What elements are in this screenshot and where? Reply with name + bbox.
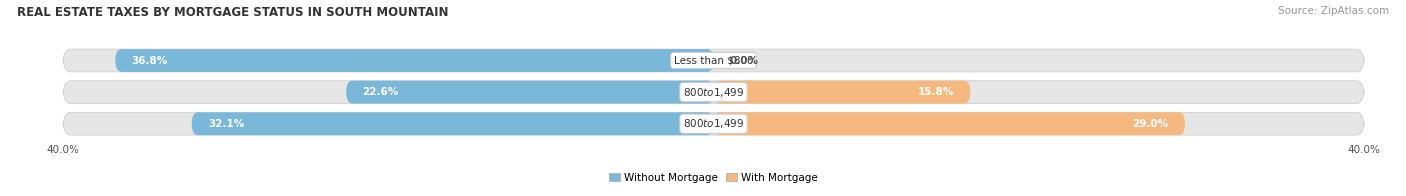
Legend: Without Mortgage, With Mortgage: Without Mortgage, With Mortgage: [606, 169, 821, 187]
FancyBboxPatch shape: [191, 112, 713, 135]
Text: 32.1%: 32.1%: [208, 119, 245, 129]
Text: 0.0%: 0.0%: [730, 55, 759, 65]
FancyBboxPatch shape: [346, 81, 713, 103]
Text: 36.8%: 36.8%: [132, 55, 167, 65]
Text: 29.0%: 29.0%: [1133, 119, 1168, 129]
FancyBboxPatch shape: [713, 81, 970, 103]
FancyBboxPatch shape: [63, 81, 1364, 103]
Text: 15.8%: 15.8%: [918, 87, 955, 97]
Text: $800 to $1,499: $800 to $1,499: [683, 86, 744, 99]
Text: $800 to $1,499: $800 to $1,499: [683, 117, 744, 130]
FancyBboxPatch shape: [63, 112, 1364, 135]
Text: REAL ESTATE TAXES BY MORTGAGE STATUS IN SOUTH MOUNTAIN: REAL ESTATE TAXES BY MORTGAGE STATUS IN …: [17, 6, 449, 19]
FancyBboxPatch shape: [115, 49, 713, 72]
Text: 22.6%: 22.6%: [363, 87, 399, 97]
FancyBboxPatch shape: [63, 49, 1364, 72]
Text: Less than $800: Less than $800: [673, 55, 754, 65]
Text: Source: ZipAtlas.com: Source: ZipAtlas.com: [1278, 6, 1389, 16]
FancyBboxPatch shape: [713, 112, 1185, 135]
